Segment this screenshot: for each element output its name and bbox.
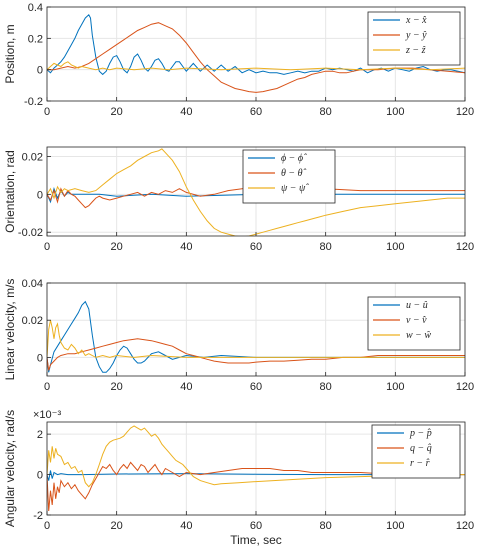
y-tick-label: 0 <box>37 470 43 482</box>
x-tick-label: 0 <box>44 381 50 393</box>
y-tick-label: 0.4 <box>28 2 43 14</box>
legend-entry: u − û <box>406 300 428 311</box>
legend-entry: w − ŵ <box>406 330 431 341</box>
legend-entry: ϕ − ϕ̂ <box>281 153 307 164</box>
x-tick-label: 100 <box>386 106 404 118</box>
legend-entry: θ − θ̂ <box>281 168 307 179</box>
x-tick-label: 60 <box>250 381 262 393</box>
y-tick-label: 0 <box>37 352 43 364</box>
x-tick-label: 0 <box>44 106 50 118</box>
x-tick-label: 20 <box>111 381 123 393</box>
y-tick-label: 0.02 <box>22 151 43 163</box>
legend-box <box>242 149 336 204</box>
y-tick-label: 0.2 <box>28 33 43 45</box>
legend-entry: y − ŷ <box>405 30 427 41</box>
y-axis-label: Linear velocity, m/s <box>3 279 17 381</box>
x-tick-label: 20 <box>111 106 123 118</box>
y-tick-label: 0 <box>37 189 43 201</box>
series-line-3 <box>47 425 465 488</box>
legend-box <box>367 11 461 66</box>
x-tick-label: 0 <box>44 520 50 532</box>
x-tick-label: 120 <box>456 241 474 253</box>
y-axis-label: Angular velocity, rad/s <box>3 410 17 527</box>
x-tick-label: 100 <box>386 381 404 393</box>
legend-entry: ψ − ψ̂ <box>281 183 309 194</box>
series-line-3 <box>47 61 465 71</box>
legend-entry: r − r̂ <box>410 458 430 469</box>
x-tick-label: 80 <box>320 381 332 393</box>
series-line-1 <box>47 470 465 481</box>
legend-entry: p − p̂ <box>409 428 432 439</box>
y-tick-label: 2 <box>37 429 43 441</box>
legend-box <box>367 296 461 351</box>
x-tick-label: 20 <box>111 520 123 532</box>
legend: u − û v − v̂ w − ŵ <box>367 296 461 351</box>
x-tick-label: 80 <box>320 241 332 253</box>
series-line-1 <box>47 13 465 76</box>
y-tick-label: 0.02 <box>22 315 43 327</box>
series-line-2 <box>47 461 465 512</box>
legend: x − x̂ y − ŷ z − ẑ <box>367 11 461 66</box>
series-line-1 <box>47 300 465 373</box>
x-tick-label: 40 <box>180 381 192 393</box>
x-tick-label: 100 <box>386 241 404 253</box>
legend: ϕ − ϕ̂ θ − θ̂ ψ − ψ̂ <box>242 149 336 204</box>
x-tick-label: 120 <box>456 106 474 118</box>
series-line-3 <box>47 148 465 236</box>
legend-entry: z − ẑ <box>405 45 426 56</box>
series-line-3 <box>47 320 465 358</box>
x-tick-label: 120 <box>456 381 474 393</box>
x-tick-label: 60 <box>250 520 262 532</box>
x-tick-label: 60 <box>250 106 262 118</box>
chart-panel-3: 0 20 40 60 80 100 120 0 0.02 0.04 Linear velocity,… <box>3 278 474 393</box>
x-axis-label: Time, sec <box>230 533 282 547</box>
x-tick-label: 100 <box>386 520 404 532</box>
x-tick-label: 40 <box>180 520 192 532</box>
y-tick-label: 0.04 <box>22 278 43 290</box>
y-axis-label: Orientation, rad <box>3 150 17 233</box>
x-tick-label: 80 <box>320 106 332 118</box>
x-tick-label: 20 <box>111 241 123 253</box>
y-tick-label: -0.02 <box>18 227 43 239</box>
legend-entry: v − v̂ <box>406 315 427 326</box>
y-tick-label: -2 <box>33 510 43 522</box>
x-tick-label: 120 <box>456 520 474 532</box>
y-tick-label: -0.2 <box>24 96 43 108</box>
legend: p − p̂ q − q̂ r − r̂ <box>371 424 461 479</box>
legend-box <box>371 424 461 479</box>
x-tick-label: 0 <box>44 241 50 253</box>
legend-entry: x − x̂ <box>405 15 427 26</box>
legend-entry: q − q̂ <box>410 443 432 454</box>
y-tick-label: 0 <box>37 65 43 77</box>
series-line-2 <box>47 22 465 93</box>
x-tick-label: 40 <box>180 106 192 118</box>
x-tick-label: 60 <box>250 241 262 253</box>
series-line-2 <box>47 338 465 371</box>
x-tick-label: 80 <box>320 520 332 532</box>
y-multiplier: ×10⁻³ <box>33 409 61 421</box>
x-tick-label: 40 <box>180 241 192 253</box>
y-axis-label: Position, m <box>3 24 17 83</box>
